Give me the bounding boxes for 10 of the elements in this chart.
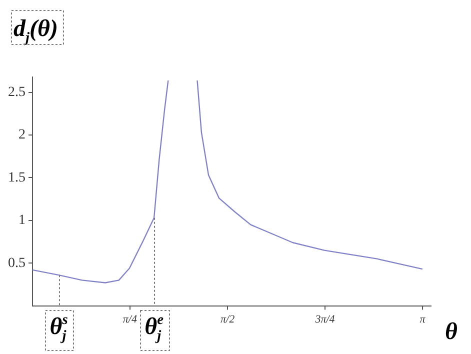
y-tick-label: 2.5 — [8, 85, 26, 100]
x-axis-title: θ — [445, 318, 458, 345]
y-tick-label: 0.5 — [8, 256, 26, 271]
y-tick-label: 1 — [18, 213, 26, 228]
x-tick-label: π/4 — [122, 313, 138, 326]
y-tick-label: 1.5 — [8, 170, 26, 186]
x-tick-label: π — [420, 313, 426, 326]
x-tick-label: 3π/4 — [314, 313, 336, 326]
y-tick-label: 2 — [18, 128, 26, 143]
x-tick-label: π/2 — [220, 313, 236, 326]
